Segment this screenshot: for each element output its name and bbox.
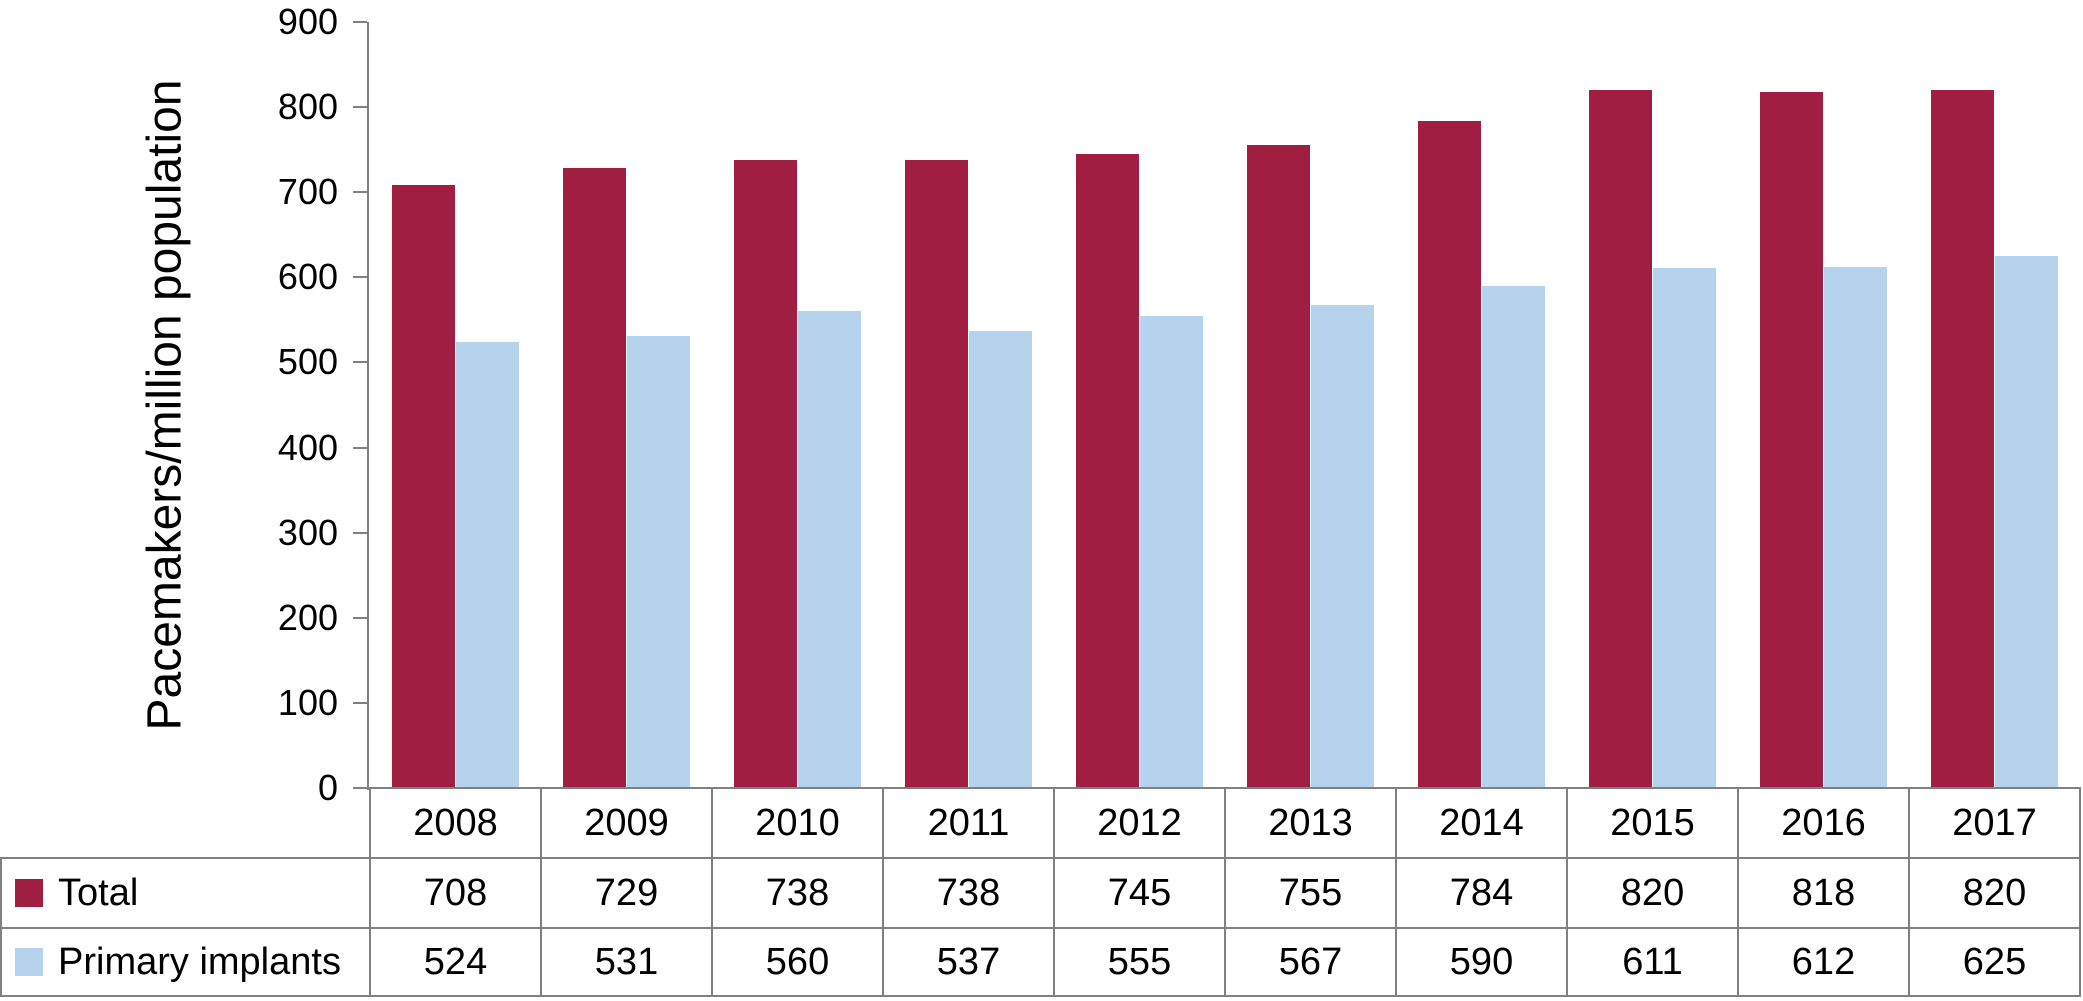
y-axis-tick-label: 600	[277, 256, 338, 297]
table-border-col	[1224, 787, 1226, 997]
legend-label: Primary implants	[58, 940, 341, 983]
y-axis-tick-label: 800	[277, 86, 338, 127]
bar-total-2008	[392, 185, 455, 788]
bar-total-2017	[1931, 90, 1994, 788]
table-border-col	[540, 787, 542, 997]
table-border-col	[1737, 787, 1739, 997]
y-axis-tick	[353, 617, 367, 619]
bar-primary-implants-2010	[798, 311, 861, 788]
bar-primary-implants-2016	[1824, 267, 1887, 788]
value-cell: 784	[1449, 872, 1514, 914]
table-border-col	[2079, 787, 2081, 997]
y-axis-tick	[353, 532, 367, 534]
legend-swatch	[15, 948, 43, 976]
value-cell: 820	[1620, 872, 1685, 914]
value-cell: 820	[1962, 872, 2027, 914]
table-border-left	[0, 857, 2, 997]
year-header-cell: 2009	[584, 802, 669, 844]
y-axis-tick	[353, 276, 367, 278]
bar-primary-implants-2012	[1140, 316, 1203, 788]
year-header-cell: 2010	[755, 802, 840, 844]
table-border-top	[367, 787, 2080, 789]
bar-primary-implants-2017	[1995, 256, 2058, 788]
value-cell: 729	[594, 872, 659, 914]
value-cell: 738	[936, 872, 1001, 914]
bar-total-2012	[1076, 154, 1139, 788]
bar-total-2016	[1760, 92, 1823, 788]
year-header-cell: 2008	[413, 802, 498, 844]
legend-swatch	[15, 879, 43, 907]
table-border-row	[0, 927, 2080, 929]
bar-primary-implants-2013	[1311, 305, 1374, 788]
y-axis-tick-label: 300	[277, 512, 338, 553]
bar-primary-implants-2014	[1482, 286, 1545, 788]
year-header-cell: 2016	[1781, 802, 1866, 844]
value-cell: 755	[1278, 872, 1343, 914]
value-cell: 524	[423, 941, 488, 983]
value-cell: 531	[594, 941, 659, 983]
y-axis-tick-label: 0	[317, 767, 338, 808]
table-border-col	[369, 787, 371, 997]
y-axis-tick-label: 500	[277, 341, 338, 382]
y-axis-tick	[353, 787, 367, 789]
year-header-cell: 2014	[1439, 802, 1524, 844]
legend-label: Total	[58, 871, 139, 914]
y-axis-tick-label: 100	[277, 682, 338, 723]
y-axis-title: Pacemakers/million population	[138, 79, 192, 731]
table-border-col	[1053, 787, 1055, 997]
year-header-cell: 2011	[927, 802, 1010, 844]
table-border-col	[711, 787, 713, 997]
table-border-row	[0, 995, 2080, 997]
y-axis-tick-label: 900	[277, 1, 338, 42]
y-axis-line	[367, 22, 369, 790]
y-axis-tick-label: 400	[277, 427, 338, 468]
y-axis-tick	[353, 191, 367, 193]
y-axis-tick	[353, 21, 367, 23]
legend-cell-primary-implants: Primary implants	[0, 928, 370, 996]
y-axis-tick	[353, 361, 367, 363]
year-header-cell: 2012	[1097, 802, 1182, 844]
value-cell: 738	[765, 872, 830, 914]
bar-total-2010	[734, 160, 797, 788]
y-axis-tick	[353, 702, 367, 704]
bar-total-2015	[1589, 90, 1652, 788]
table-border-col	[1908, 787, 1910, 997]
bar-primary-implants-2008	[456, 342, 519, 788]
y-axis-tick-label: 700	[277, 171, 338, 212]
bar-primary-implants-2009	[627, 336, 690, 788]
table-border-col	[882, 787, 884, 997]
table-border-col	[1566, 787, 1568, 997]
table-border-row	[0, 857, 2080, 859]
value-cell: 625	[1962, 941, 2027, 983]
value-cell: 555	[1107, 941, 1172, 983]
value-cell: 590	[1449, 941, 1514, 983]
y-axis-tick	[353, 447, 367, 449]
value-cell: 708	[423, 872, 488, 914]
bar-total-2013	[1247, 145, 1310, 788]
value-cell: 537	[936, 941, 1001, 983]
year-header-cell: 2013	[1268, 802, 1353, 844]
bar-primary-implants-2015	[1653, 268, 1716, 788]
value-cell: 818	[1791, 872, 1856, 914]
value-cell: 567	[1278, 941, 1343, 983]
y-axis-tick-label: 200	[277, 597, 338, 638]
bar-primary-implants-2011	[969, 331, 1032, 788]
value-cell: 612	[1791, 941, 1856, 983]
legend-cell-total: Total	[0, 858, 370, 928]
bar-total-2014	[1418, 121, 1481, 788]
y-axis-tick	[353, 106, 367, 108]
bar-total-2011	[905, 160, 968, 788]
year-header-cell: 2017	[1952, 802, 2037, 844]
value-cell: 745	[1107, 872, 1172, 914]
table-border-col	[1395, 787, 1397, 997]
value-cell: 611	[1622, 941, 1683, 983]
value-cell: 560	[765, 941, 830, 983]
year-header-cell: 2015	[1610, 802, 1695, 844]
bar-total-2009	[563, 168, 626, 788]
